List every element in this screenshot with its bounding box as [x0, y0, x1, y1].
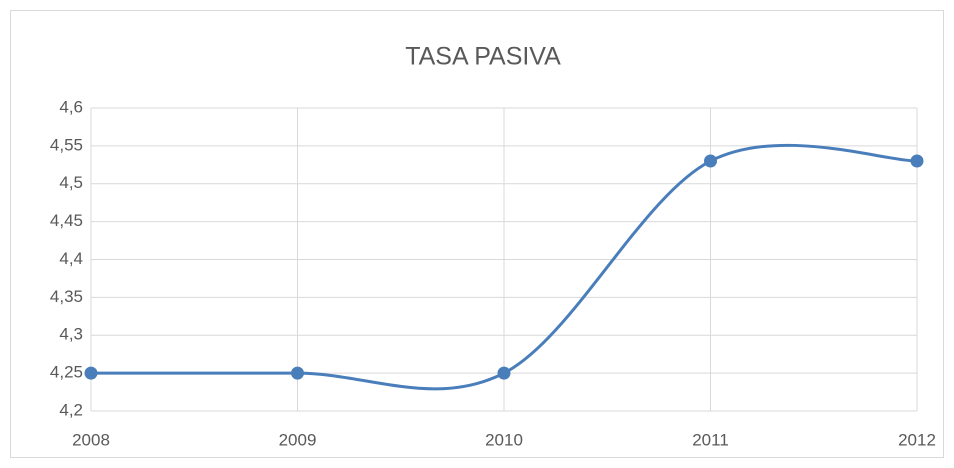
- y-tick-label: 4,35: [50, 287, 83, 306]
- x-tick-label: 2009: [279, 430, 317, 449]
- x-tick-label: 2012: [898, 430, 936, 449]
- y-tick-label: 4,6: [59, 97, 83, 116]
- y-tick-label: 4,45: [50, 211, 83, 230]
- data-point: [84, 366, 98, 380]
- y-tick-label: 4,5: [59, 173, 83, 192]
- line: [90, 143, 918, 391]
- chart-title: TASA PASIVA: [405, 43, 561, 71]
- y-tick-label: 4,55: [50, 135, 83, 154]
- x-tick-label: 2008: [72, 430, 110, 449]
- chart-border: [10, 10, 944, 458]
- y-tick-label: 4,4: [59, 249, 83, 268]
- x-tick-label: 2011: [692, 430, 729, 449]
- y-tick-label: 4,3: [59, 325, 83, 344]
- data-point: [497, 366, 511, 380]
- data-point: [291, 366, 304, 380]
- y-tick-label: 4,2: [59, 400, 83, 419]
- data-point: [704, 154, 717, 168]
- y-tick-label: 4,25: [50, 363, 83, 382]
- data-point: [910, 154, 924, 168]
- x-tick-label: 2010: [485, 430, 523, 449]
